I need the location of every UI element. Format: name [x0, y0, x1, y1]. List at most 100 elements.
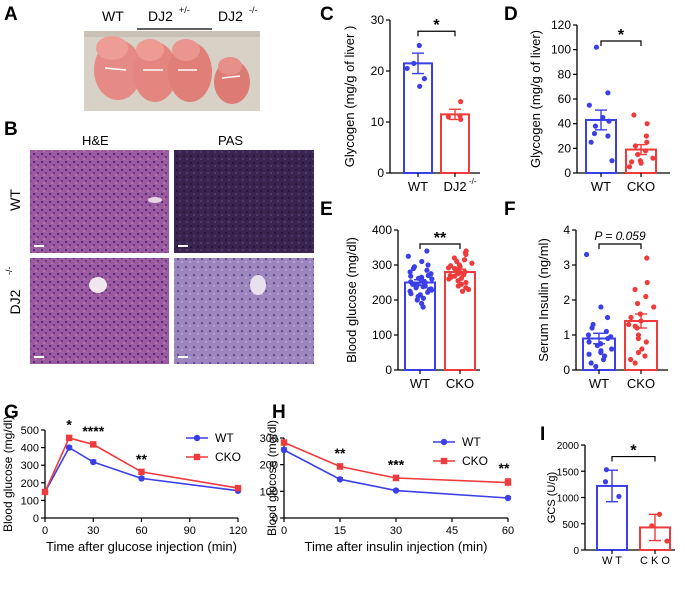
- panel-e-point-0-5: [410, 265, 417, 272]
- panel-g-ylabel: Blood glucose (mg/dl): [1, 416, 15, 532]
- panel-d-point-1-1: [644, 121, 650, 127]
- he-ko-vessel: [89, 277, 107, 293]
- panel-f-point-1-1: [644, 279, 650, 286]
- panel-e-point-0-28: [425, 289, 431, 295]
- panel-e-point-0-33: [414, 297, 420, 303]
- panel-c-point-0-3: [404, 65, 410, 72]
- panel-d-point-0-1: [605, 90, 611, 96]
- panel-g-ytick-label-1: 100: [21, 495, 39, 507]
- panel-letter-i: I: [540, 424, 545, 445]
- panel-g-legend-label-0: WT: [215, 431, 234, 445]
- panel-h-xtick-label-1: 15: [334, 525, 346, 537]
- he-ko-image: [30, 258, 169, 364]
- panel-d-point-0-0: [593, 44, 600, 50]
- panel-letter-b: B: [4, 119, 18, 140]
- panel-b-row-wt: WT: [7, 189, 23, 211]
- panel-e-sig-label: **: [434, 230, 447, 247]
- panel-f-point-0-14: [598, 349, 604, 356]
- liver-arrow-4: [221, 75, 241, 79]
- panel-d-point-0-5: [592, 123, 599, 129]
- panel-c-sig-bracket: [417, 30, 456, 37]
- panel-d-ytick-label-0: 0: [564, 166, 571, 180]
- panel-c-ylabel: Glycogen (mg/g of liver ): [342, 26, 357, 168]
- panel-f-point-1-9: [626, 321, 632, 328]
- panel-letter-h: H: [272, 402, 286, 423]
- panel-h-ytick-label-3: 300: [260, 433, 278, 445]
- panel-d-ytick-label-4: 80: [558, 67, 572, 81]
- embryo-ko-head: [218, 57, 242, 75]
- panel-e-ytick-label-3: 300: [372, 258, 392, 272]
- panel-h-xlabel: Time after insulin injection (min): [304, 539, 487, 554]
- panel-e-point-1-24: [455, 278, 461, 284]
- panel-f-point-1-18: [628, 356, 634, 363]
- panel-letter-d: D: [504, 4, 518, 25]
- embryo-het-1-head: [136, 39, 164, 61]
- panel-e-ytick-label-4: 400: [372, 223, 392, 237]
- panel-f-point-0-1: [598, 304, 604, 310]
- panel-d-sig-label: *: [618, 27, 625, 44]
- panel-e-point-0-26: [428, 287, 435, 293]
- panel-f-point-0-0: [583, 251, 590, 258]
- pas-wt-image: [174, 150, 314, 253]
- panel-g-series-cko-point-4: [234, 484, 242, 492]
- panel-h-xtick-label-0: 0: [281, 525, 287, 537]
- panel-g-series-cko-point-1: [65, 434, 73, 442]
- panel-e-point-0-0: [424, 248, 430, 254]
- panel-e-sig-bracket: [419, 243, 461, 249]
- panel-e-ytick-label-0: 0: [385, 363, 392, 377]
- panel-e-point-0-10: [408, 273, 414, 279]
- panel-h-series-cko-point-1: [336, 463, 344, 470]
- panel-i-ytick-label-1: 500: [562, 520, 579, 531]
- panel-g-series-cko-point-3: [138, 468, 145, 476]
- panel-f-xlabel-0: WT: [589, 376, 609, 391]
- he-wt-vessel: [148, 197, 162, 203]
- panel-i-sig-label: *: [630, 443, 637, 460]
- panel-letter-g: G: [4, 402, 19, 423]
- panel-g-series-cko-point-0: [41, 488, 49, 496]
- panel-b-col-he: H&E: [82, 133, 109, 148]
- panel-g-legend-label-1: CKO: [215, 450, 241, 464]
- panel-d-ylabel: Glycogen (mg/g of liver): [528, 30, 543, 168]
- panel-d-point-0-4: [606, 118, 612, 124]
- panel-f-point-1-7: [628, 314, 634, 321]
- panel-h-legend-label-1: CKO: [462, 454, 488, 468]
- panel-g-ytick-label-4: 400: [21, 443, 39, 455]
- panel-g-legend-marker-1: [193, 453, 201, 461]
- panel-d-point-0-2: [586, 102, 592, 108]
- panel-f-point-1-5: [651, 304, 657, 310]
- panel-d-point-0-8: [588, 139, 594, 145]
- panel-i-xlabel-0: W T: [602, 555, 622, 567]
- embryo-photo: [94, 36, 250, 104]
- panel-f-ytick-label-1: 1: [563, 328, 570, 342]
- panel-h-legend-marker-1: [440, 457, 448, 465]
- panel-e-point-1-30: [459, 288, 466, 294]
- panel-f-ytick-label-3: 3: [563, 258, 570, 272]
- panel-g-annotation-0: *: [66, 416, 72, 432]
- panel-g-series-cko-point-2: [90, 441, 97, 448]
- panel-f-ytick-label-2: 2: [563, 293, 570, 307]
- panel-d-xlabel-0: WT: [591, 179, 611, 194]
- panel-e-point-1-29: [465, 286, 472, 293]
- panel-e-xlabel-1: CKO: [446, 376, 474, 391]
- panel-f-point-0-8: [605, 335, 611, 342]
- panel-e-point-0-35: [420, 304, 426, 310]
- panel-i-ytick-label-3: 1500: [557, 467, 580, 478]
- panel-c-bar-0: [403, 62, 433, 174]
- panel-c-ytick-label-0: 0: [377, 166, 384, 180]
- panel-c-point-1-3: [457, 113, 463, 119]
- photo-shadow: [84, 31, 260, 37]
- embryo-het-2-head: [172, 39, 200, 61]
- panel-h-series-cko-point-3: [504, 479, 512, 486]
- panel-h-series-wt-point-3: [504, 494, 512, 502]
- panel-f-point-0-6: [585, 332, 592, 338]
- panel-g-annotation-2: **: [136, 451, 147, 467]
- panel-e-point-1-2: [463, 251, 469, 258]
- panel-d-point-1-11: [626, 164, 633, 170]
- panel-h-series-wt-point-1: [336, 476, 344, 483]
- panel-e-point-1-10: [445, 265, 452, 271]
- panel-c-xlabel-0: WT: [408, 179, 428, 194]
- panel-letter-c: C: [320, 4, 334, 25]
- he-wt-image: [30, 150, 169, 253]
- panel-e-point-1-27: [455, 283, 461, 289]
